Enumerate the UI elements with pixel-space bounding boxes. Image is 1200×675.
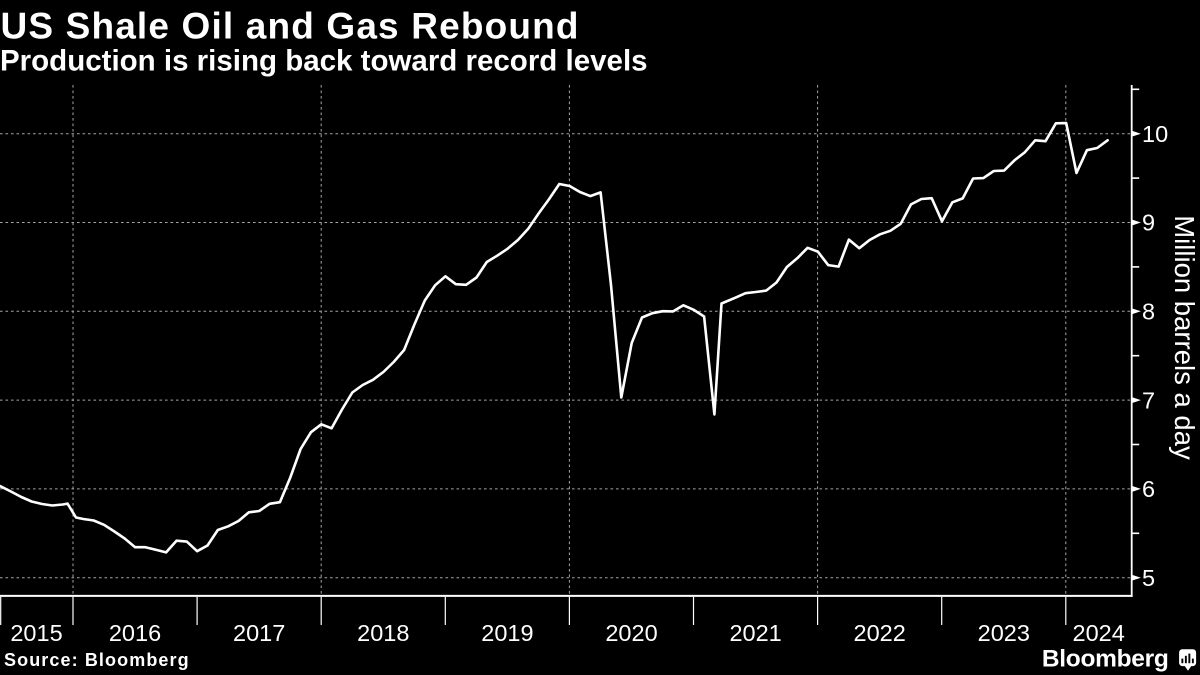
svg-text:Bloomberg: Bloomberg — [1042, 646, 1169, 673]
svg-text:2015: 2015 — [10, 620, 62, 646]
svg-text:9: 9 — [1142, 210, 1155, 236]
svg-text:US Shale Oil and Gas Rebound: US Shale Oil and Gas Rebound — [1, 6, 580, 47]
svg-text:2018: 2018 — [357, 620, 409, 646]
svg-text:8: 8 — [1142, 299, 1155, 325]
svg-text:2022: 2022 — [854, 620, 906, 646]
svg-text:2021: 2021 — [729, 620, 781, 646]
svg-text:6: 6 — [1142, 476, 1155, 502]
svg-text:2016: 2016 — [109, 620, 161, 646]
svg-text:2017: 2017 — [233, 620, 285, 646]
svg-text:7: 7 — [1142, 387, 1155, 413]
svg-text:2023: 2023 — [978, 620, 1030, 646]
svg-text:Million barrels a day: Million barrels a day — [1169, 215, 1200, 460]
svg-text:Production is rising back towa: Production is rising back toward record … — [0, 45, 648, 78]
svg-text:2024: 2024 — [1073, 620, 1125, 646]
svg-text:2020: 2020 — [605, 620, 657, 646]
svg-text:10: 10 — [1142, 121, 1168, 147]
svg-text:5: 5 — [1142, 565, 1155, 591]
svg-text:Source: Bloomberg: Source: Bloomberg — [4, 650, 190, 670]
svg-text:2019: 2019 — [481, 620, 533, 646]
